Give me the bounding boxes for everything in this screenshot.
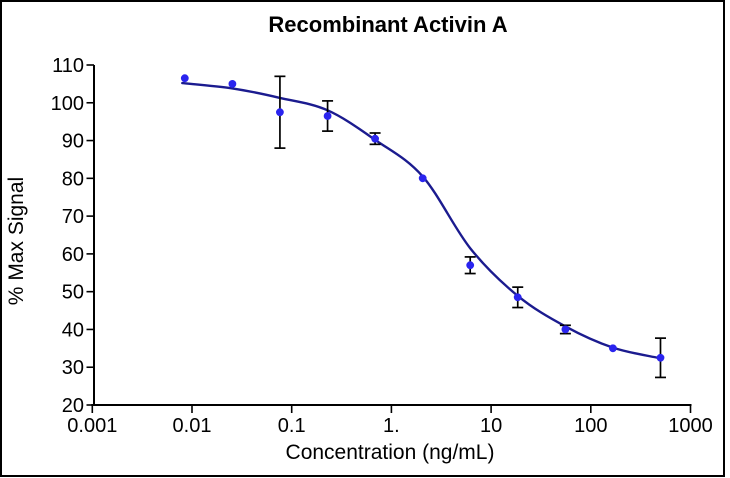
data-points [180,74,665,362]
data-point-marker [466,261,475,270]
x-tick-label: 10 [480,415,502,437]
x-tick-label: 0.01 [173,415,212,437]
data-point-marker [418,174,427,183]
data-point-marker [371,134,379,143]
y-tick-label: 50 [62,282,84,304]
y-tick-label: 100 [51,93,84,115]
fit-curve-path [181,81,659,359]
data-point-marker [228,80,237,88]
data-point-marker [656,353,665,362]
y-tick-label: 90 [62,131,84,153]
data-point-marker [609,344,617,353]
chart-title: Recombinant Activin A [268,12,507,37]
y-tick-label: 80 [62,168,84,190]
x-tick-label: 100 [574,415,607,437]
data-point-marker [276,108,284,117]
data-point-marker [323,112,332,120]
error-bars [274,75,666,379]
x-tick-label: 0.1 [278,415,306,437]
y-tick-label: 70 [62,206,84,228]
axes: 0.001 0.01 0.1 1. 10 100 1000 20 30 40 50 60 70 80 90 1… [51,55,713,437]
y-tick-label: 20 [62,395,84,417]
y-tick-label: 40 [62,319,84,341]
y-axis-title: % Max Signal [5,177,28,305]
fit-curve [181,81,659,359]
y-tick-label: 30 [62,357,84,379]
x-tick-label: 1. [383,415,400,437]
data-point-marker [180,74,189,83]
data-point-marker [561,325,570,334]
y-tick-label: 110 [52,55,84,77]
x-tick-label: 1000 [668,415,713,437]
x-tick-label: 0.001 [67,415,117,437]
x-axis-title: Concentration (ng/mL) [286,441,495,464]
data-point-marker [513,293,522,302]
y-tick-label: 60 [62,244,84,266]
